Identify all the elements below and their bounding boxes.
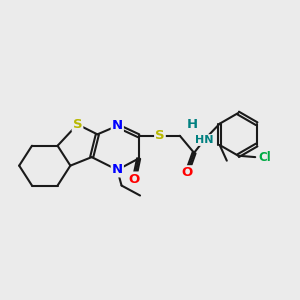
Text: N: N bbox=[112, 164, 123, 176]
Text: S: S bbox=[155, 129, 165, 142]
Text: S: S bbox=[73, 118, 82, 131]
Text: O: O bbox=[181, 166, 193, 179]
Text: O: O bbox=[129, 172, 140, 185]
Text: H: H bbox=[187, 118, 198, 131]
Text: HN: HN bbox=[195, 135, 213, 145]
Text: Cl: Cl bbox=[258, 151, 271, 164]
Text: N: N bbox=[112, 119, 123, 132]
